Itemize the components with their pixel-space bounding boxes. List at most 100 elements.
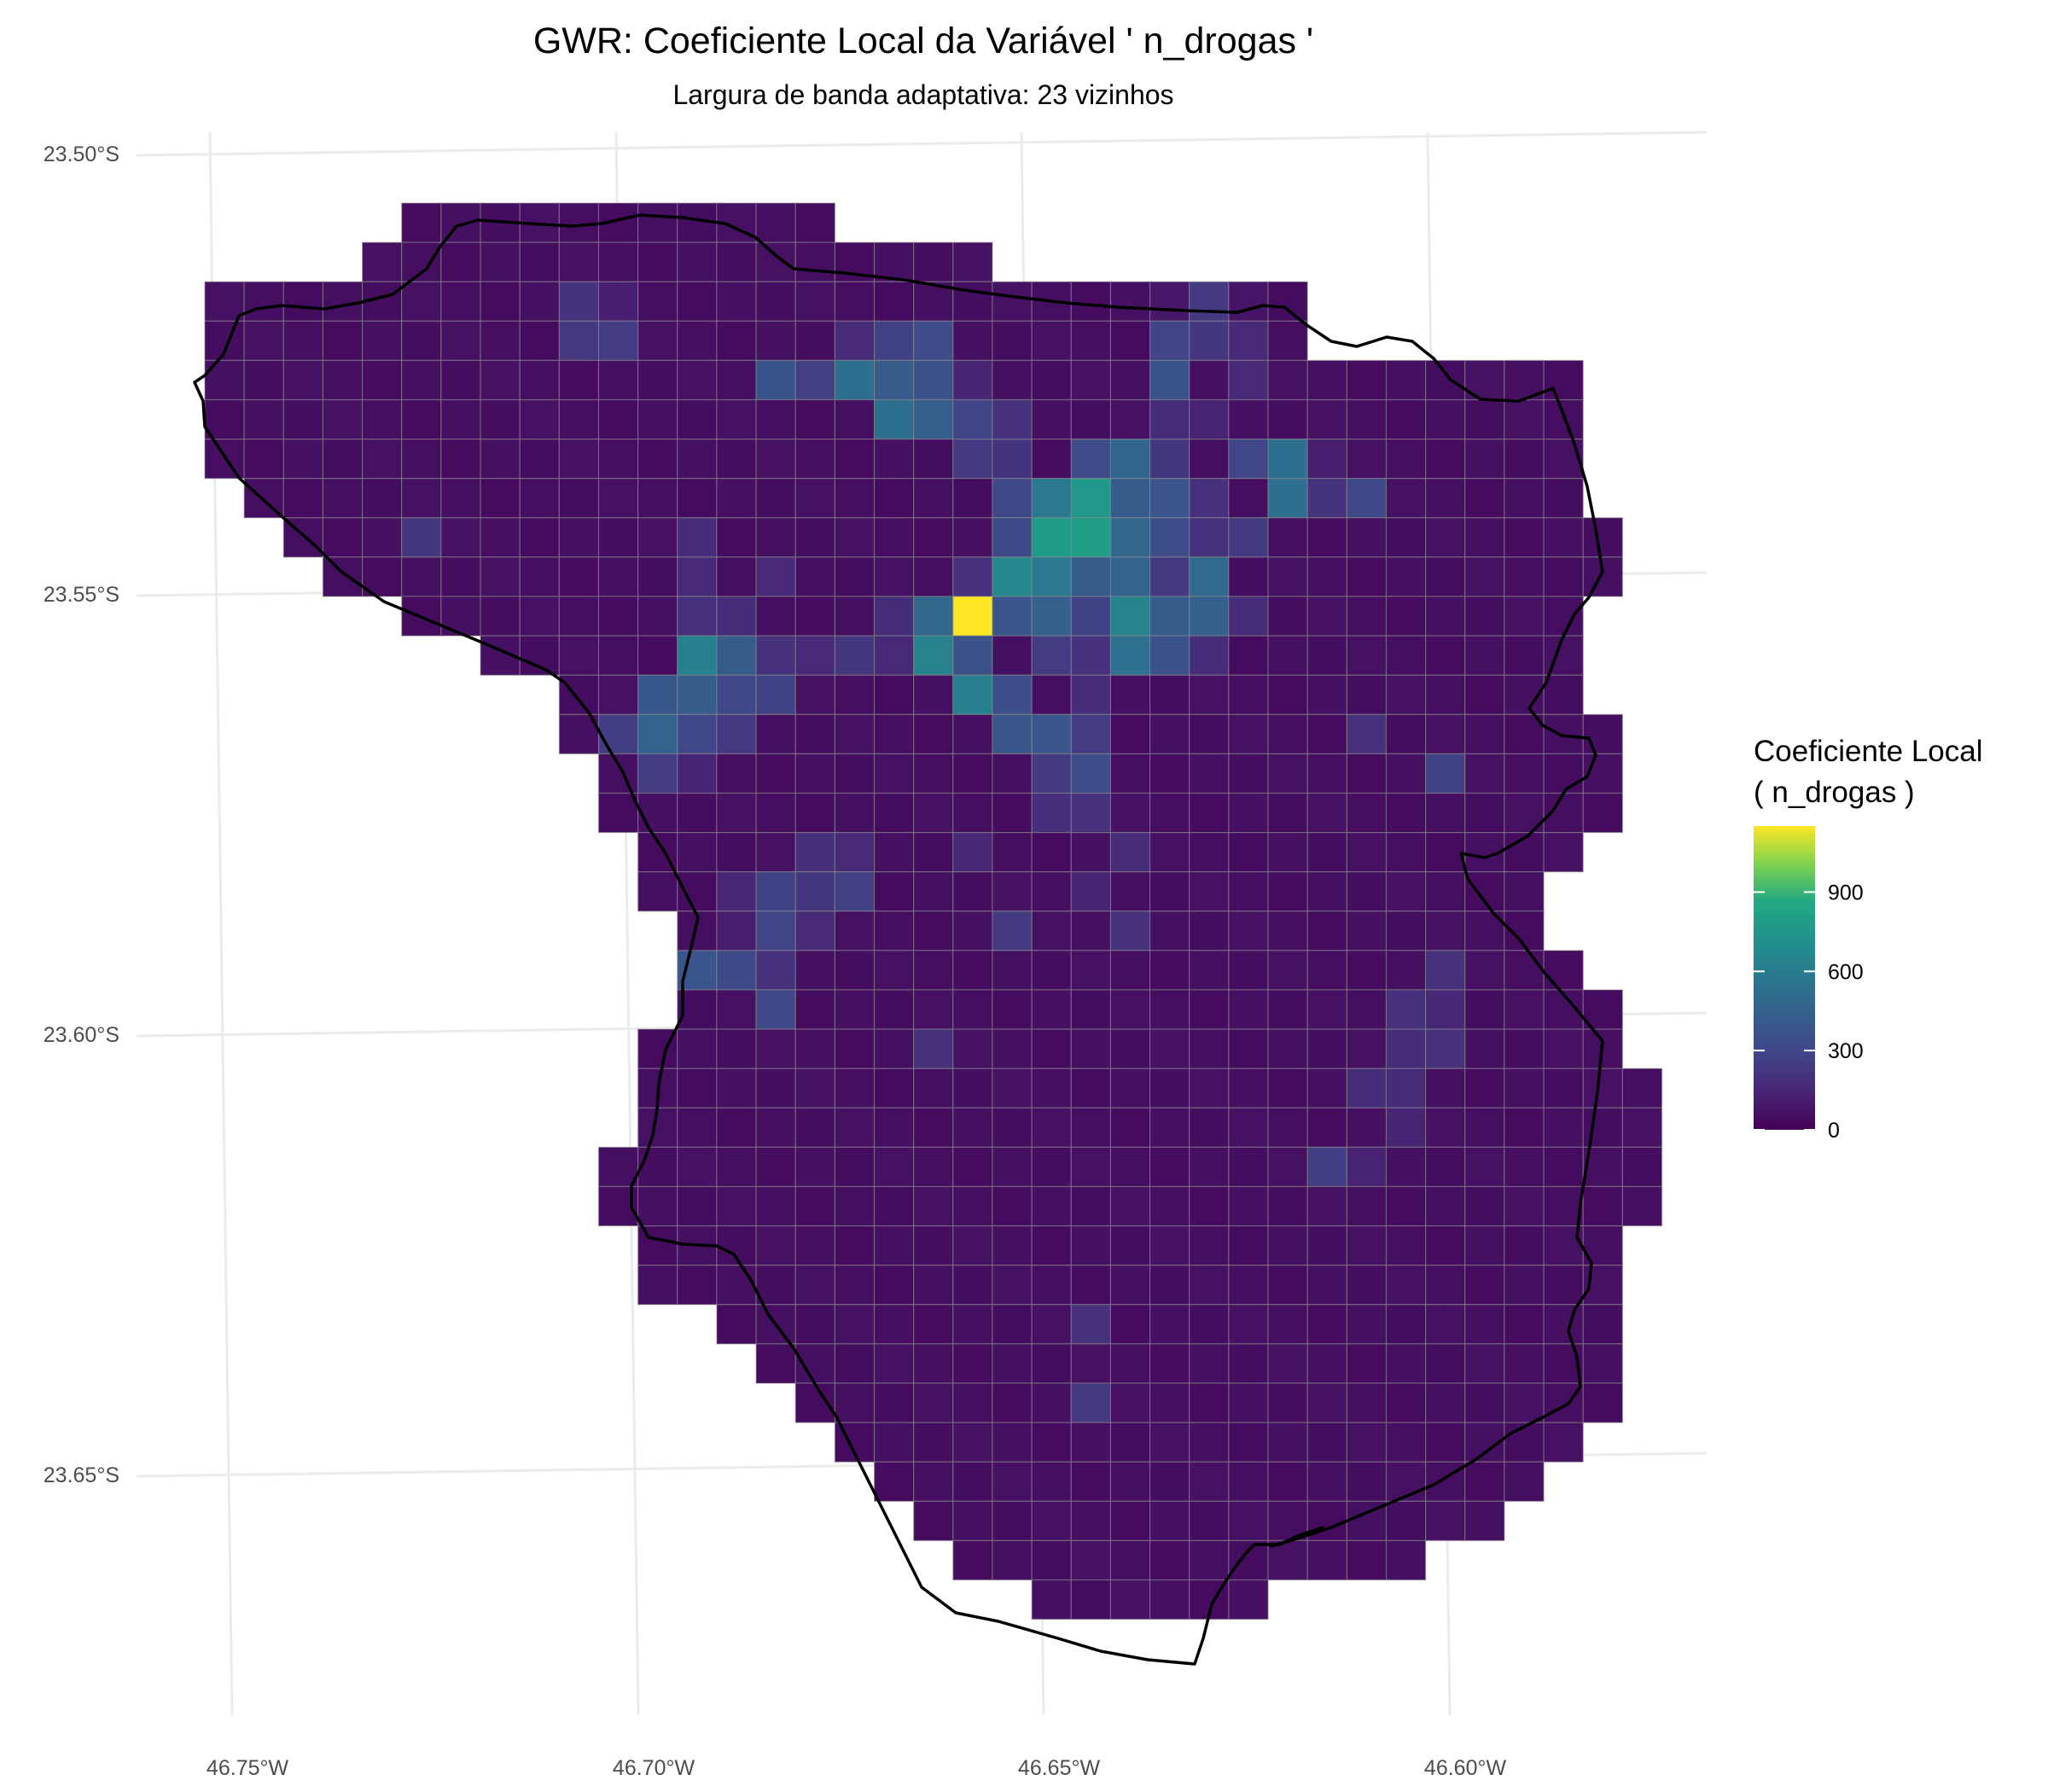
grid-cell bbox=[1189, 1539, 1230, 1581]
grid-cell bbox=[637, 320, 678, 361]
grid-cell bbox=[1267, 281, 1308, 322]
grid-cell bbox=[1425, 1225, 1466, 1266]
grid-cell bbox=[913, 478, 954, 519]
grid-cell bbox=[1267, 989, 1308, 1030]
grid-cell bbox=[362, 478, 403, 519]
grid-cell bbox=[1385, 1146, 1427, 1188]
grid-cell bbox=[755, 753, 796, 794]
grid-cell bbox=[1504, 438, 1545, 480]
grid-cell bbox=[834, 359, 876, 401]
grid-cell bbox=[1464, 556, 1505, 597]
grid-cell bbox=[1504, 753, 1545, 794]
grid-cell bbox=[1070, 399, 1112, 440]
grid-cell bbox=[480, 399, 521, 440]
grid-cell bbox=[755, 792, 796, 834]
grid-cell bbox=[1267, 635, 1308, 676]
grid-cell bbox=[1031, 399, 1072, 440]
grid-cell bbox=[1543, 713, 1584, 754]
grid-cell bbox=[716, 753, 757, 794]
grid-cell bbox=[794, 1146, 836, 1188]
grid-cell bbox=[1543, 556, 1584, 597]
grid-cell bbox=[1504, 1343, 1545, 1384]
grid-cell bbox=[1385, 989, 1427, 1030]
grid-cell bbox=[1031, 359, 1072, 401]
grid-cell bbox=[597, 556, 639, 597]
grid-cell bbox=[873, 399, 915, 440]
grid-cell bbox=[1543, 517, 1584, 558]
grid-cell bbox=[1504, 635, 1545, 676]
legend-title: Coeficiente Local bbox=[1754, 735, 1983, 768]
grid-cell bbox=[1070, 1068, 1112, 1108]
grid-cell bbox=[1070, 478, 1112, 519]
grid-cell bbox=[755, 1028, 796, 1069]
grid-cell bbox=[952, 241, 993, 282]
grid-cell bbox=[1306, 438, 1347, 480]
grid-cell bbox=[873, 753, 915, 794]
grid-cell bbox=[873, 1382, 915, 1423]
grid-cell bbox=[834, 674, 876, 715]
grid-cell bbox=[1385, 911, 1427, 951]
grid-cell bbox=[401, 320, 442, 361]
grid-cell bbox=[1385, 1539, 1427, 1581]
grid-cell bbox=[755, 674, 796, 715]
grid-cell bbox=[992, 1146, 1033, 1188]
grid-cell bbox=[1267, 359, 1308, 401]
grid-cell bbox=[992, 871, 1033, 912]
grid-cell bbox=[1031, 438, 1072, 480]
grid-cell bbox=[992, 1461, 1033, 1502]
grid-cell bbox=[1109, 753, 1151, 794]
grid-cell bbox=[1267, 1068, 1308, 1108]
grid-cell bbox=[1070, 1028, 1112, 1069]
grid-cell bbox=[716, 596, 757, 637]
grid-cell bbox=[1031, 831, 1072, 873]
grid-cell bbox=[440, 241, 481, 282]
grid-cell bbox=[1543, 1185, 1584, 1227]
grid-cell bbox=[716, 556, 757, 597]
grid-cell bbox=[1149, 1461, 1190, 1502]
grid-cell bbox=[637, 438, 678, 480]
grid-cell bbox=[1267, 1107, 1308, 1149]
grid-cell bbox=[1070, 1185, 1112, 1227]
grid-cell bbox=[558, 202, 600, 243]
grid-cell bbox=[1346, 1461, 1388, 1502]
grid-cell bbox=[992, 1539, 1033, 1581]
grid-cell bbox=[913, 753, 954, 794]
grid-cell bbox=[1228, 517, 1269, 558]
grid-cell bbox=[834, 1107, 876, 1149]
grid-cell bbox=[1464, 399, 1505, 440]
grid-cell bbox=[755, 438, 796, 480]
grid-cell bbox=[1267, 399, 1308, 440]
grid-cell bbox=[480, 478, 521, 519]
grid-cell bbox=[558, 478, 600, 519]
grid-cell bbox=[952, 871, 993, 912]
grid-cell bbox=[716, 1028, 757, 1069]
grid-cell bbox=[1109, 1461, 1151, 1502]
grid-cell bbox=[1504, 989, 1545, 1030]
grid-cell bbox=[1346, 1382, 1388, 1423]
grid-cell bbox=[1189, 635, 1230, 676]
grid-cell bbox=[913, 713, 954, 754]
grid-cell bbox=[480, 438, 521, 480]
grid-cell bbox=[1031, 753, 1072, 794]
grid-cell bbox=[913, 635, 954, 676]
grid-cell bbox=[1149, 399, 1190, 440]
grid-cell bbox=[1149, 517, 1190, 558]
grid-cell bbox=[992, 1500, 1033, 1542]
grid-cell bbox=[637, 1265, 678, 1306]
grid-cell bbox=[1425, 1107, 1466, 1149]
grid-cell bbox=[952, 1028, 993, 1069]
grid-cell bbox=[1385, 596, 1427, 637]
grid-cell bbox=[1504, 1422, 1545, 1463]
grid-cell bbox=[873, 1107, 915, 1149]
grid-cell bbox=[1504, 1146, 1545, 1188]
grid-cell bbox=[1109, 1028, 1151, 1069]
grid-cell bbox=[440, 320, 481, 361]
grid-cell bbox=[913, 1422, 954, 1463]
grid-cell bbox=[1425, 399, 1466, 440]
grid-cell bbox=[716, 438, 757, 480]
grid-cell bbox=[1464, 989, 1505, 1030]
grid-cell bbox=[794, 753, 836, 794]
grid-cell bbox=[1582, 1068, 1624, 1108]
grid-cell bbox=[243, 359, 284, 401]
